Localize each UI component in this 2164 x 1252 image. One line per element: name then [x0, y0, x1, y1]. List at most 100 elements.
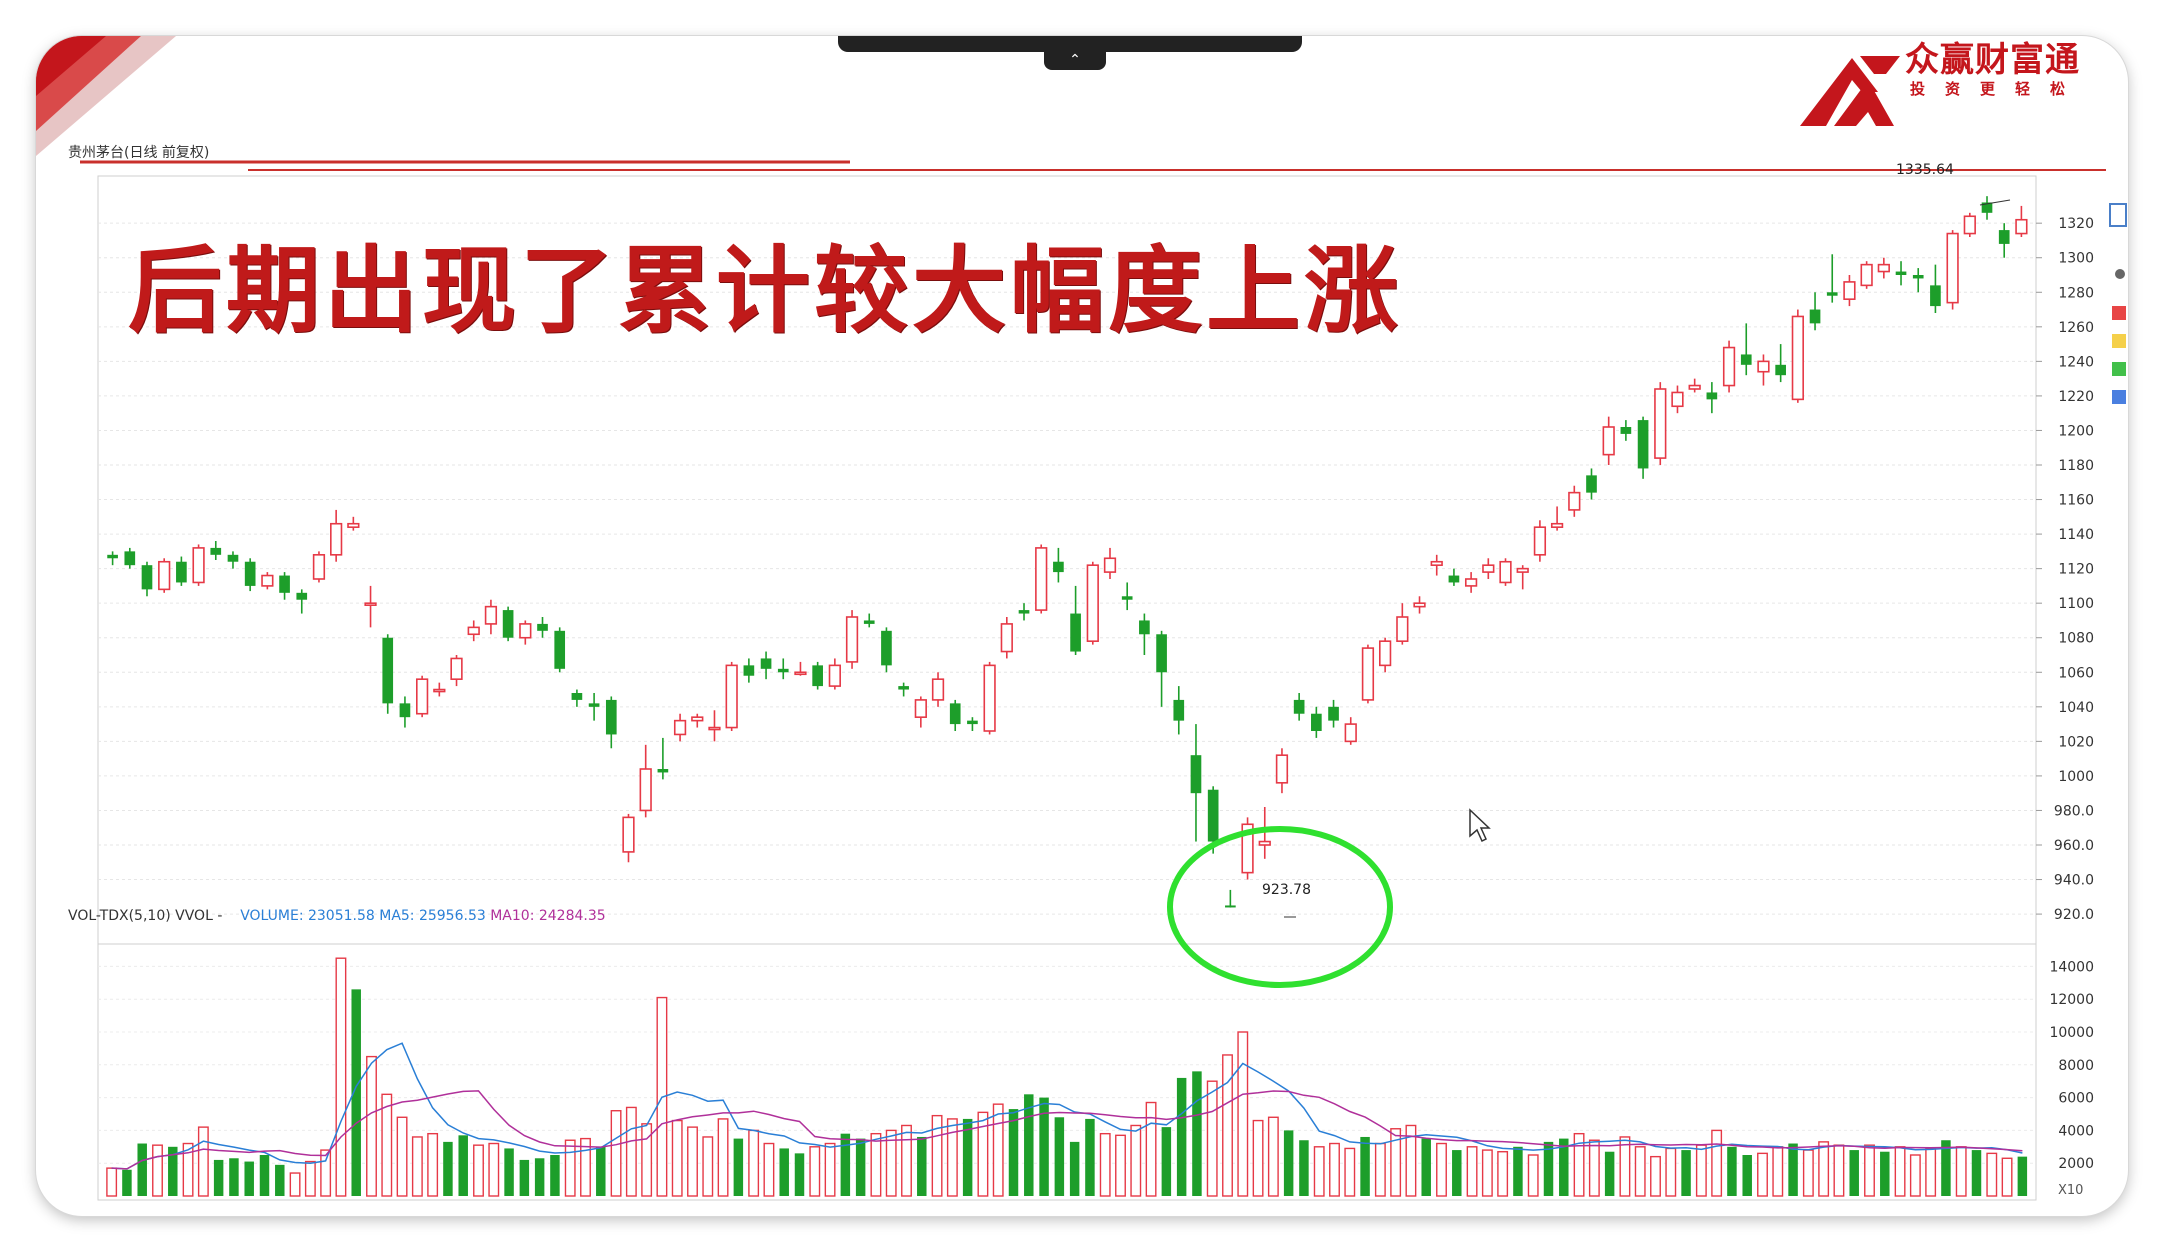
- candle: [296, 589, 308, 614]
- candle-body: [1139, 620, 1150, 635]
- price-tick-label: 1160: [2058, 493, 2094, 509]
- volume-bar: [1604, 1151, 1615, 1196]
- volume-bar: [1299, 1140, 1309, 1196]
- volume-bar: [1329, 1142, 1340, 1197]
- volume-legend: VOL-TDX(5,10) VVOL - VOLUME: 23051.58 MA…: [68, 908, 606, 924]
- volume-bar: [304, 1160, 316, 1197]
- candle-body: [1225, 905, 1236, 908]
- volume-bar: [870, 1132, 882, 1197]
- volume-bar: [1909, 1154, 1921, 1197]
- volume-bar: [381, 1093, 393, 1197]
- volume-bar: [962, 1118, 973, 1196]
- candle-body: [1499, 560, 1512, 584]
- collapse-chevron-icon[interactable]: ⌃: [1044, 52, 1106, 70]
- volume-tick-label: 10000: [2049, 1025, 2094, 1041]
- candle: [1361, 644, 1375, 704]
- candle: [1791, 309, 1804, 403]
- candle-body: [2015, 218, 2028, 235]
- low-highlight-circle: [1167, 826, 1393, 988]
- candle-body: [484, 605, 498, 625]
- volume-bar: [1941, 1140, 1951, 1196]
- volume-tick-label: 14000: [2049, 959, 2094, 975]
- candle-body: [1207, 789, 1219, 842]
- volume-bar: [259, 1155, 270, 1196]
- volume-bar: [1864, 1144, 1875, 1197]
- candle-body: [1637, 420, 1649, 469]
- candle: [708, 710, 721, 742]
- candle: [1586, 468, 1597, 500]
- volume-bar: [550, 1155, 560, 1196]
- candle-body: [691, 716, 704, 722]
- volume-bar: [1466, 1146, 1478, 1197]
- volume-bar: [2001, 1157, 2013, 1197]
- volume-bar: [702, 1136, 714, 1197]
- volume-bar: [1955, 1146, 1967, 1197]
- price-tick-label: 1140: [2058, 527, 2094, 543]
- candle: [312, 551, 326, 583]
- candle: [1328, 699, 1339, 728]
- candle-body: [1809, 309, 1821, 324]
- candle-body: [845, 616, 859, 663]
- volume-ma10-line: [111, 1090, 2023, 1170]
- candle-body: [794, 671, 807, 676]
- volume-bar: [458, 1135, 468, 1196]
- candle: [1998, 223, 2010, 258]
- volume-bar: [1588, 1139, 1600, 1197]
- candle: [1602, 416, 1615, 465]
- volume-bar: [1619, 1136, 1631, 1197]
- candle-body: [1344, 723, 1357, 743]
- candle: [158, 558, 171, 593]
- candle-body: [1963, 215, 1976, 235]
- volume-bar: [1237, 1031, 1249, 1197]
- candle-body: [1550, 522, 1564, 528]
- candle-body: [244, 561, 256, 586]
- candle-body: [1018, 610, 1030, 614]
- candle: [949, 699, 961, 731]
- candle: [2015, 205, 2028, 237]
- candle: [1671, 385, 1684, 414]
- volume-bar: [182, 1142, 194, 1197]
- volume-bar: [1115, 1134, 1126, 1197]
- candle-body: [1396, 616, 1409, 642]
- volume-bar: [824, 1142, 836, 1197]
- volume-bar: [687, 1126, 698, 1197]
- legend-ma10: MA10: 24284.35: [490, 908, 606, 924]
- volume-bar: [1192, 1071, 1202, 1196]
- candle: [279, 572, 290, 600]
- volume-bar: [1757, 1152, 1768, 1197]
- volume-bar: [1130, 1124, 1142, 1197]
- volume-bar: [197, 1126, 209, 1197]
- volume-bar: [1573, 1132, 1585, 1197]
- price-tick-label: 940.0: [2054, 873, 2094, 889]
- candle-body: [1000, 623, 1013, 653]
- candle: [1533, 520, 1547, 562]
- volume-tick-label: 6000: [2058, 1091, 2094, 1107]
- volume-bar: [1252, 1119, 1264, 1197]
- volume-bar: [1634, 1146, 1646, 1197]
- volume-bar: [1360, 1136, 1370, 1196]
- price-tick-label: 1320: [2058, 216, 2094, 232]
- volume-bar: [1039, 1097, 1049, 1196]
- volume-bar: [1849, 1150, 1859, 1196]
- price-tick-label: 1180: [2058, 458, 2094, 474]
- candle: [1722, 340, 1736, 393]
- candle: [141, 561, 153, 597]
- price-tick-label: 920.0: [2054, 907, 2094, 923]
- volume-bar: [1481, 1149, 1493, 1197]
- volume-bar: [1971, 1150, 1982, 1196]
- candle: [622, 813, 635, 863]
- volume-bar: [779, 1148, 789, 1196]
- volume-bar: [733, 1138, 744, 1196]
- candle: [1156, 630, 1167, 707]
- candle: [1070, 585, 1081, 655]
- candle: [1912, 268, 1924, 293]
- volume-bar: [855, 1138, 866, 1196]
- candle: [1963, 212, 1976, 237]
- candle-body: [949, 703, 961, 725]
- volume-bar: [1802, 1149, 1814, 1197]
- volume-bar: [1161, 1127, 1172, 1196]
- volume-bar: [1727, 1146, 1737, 1196]
- candle: [812, 661, 823, 690]
- candle: [519, 620, 532, 645]
- candle-body: [1293, 699, 1305, 714]
